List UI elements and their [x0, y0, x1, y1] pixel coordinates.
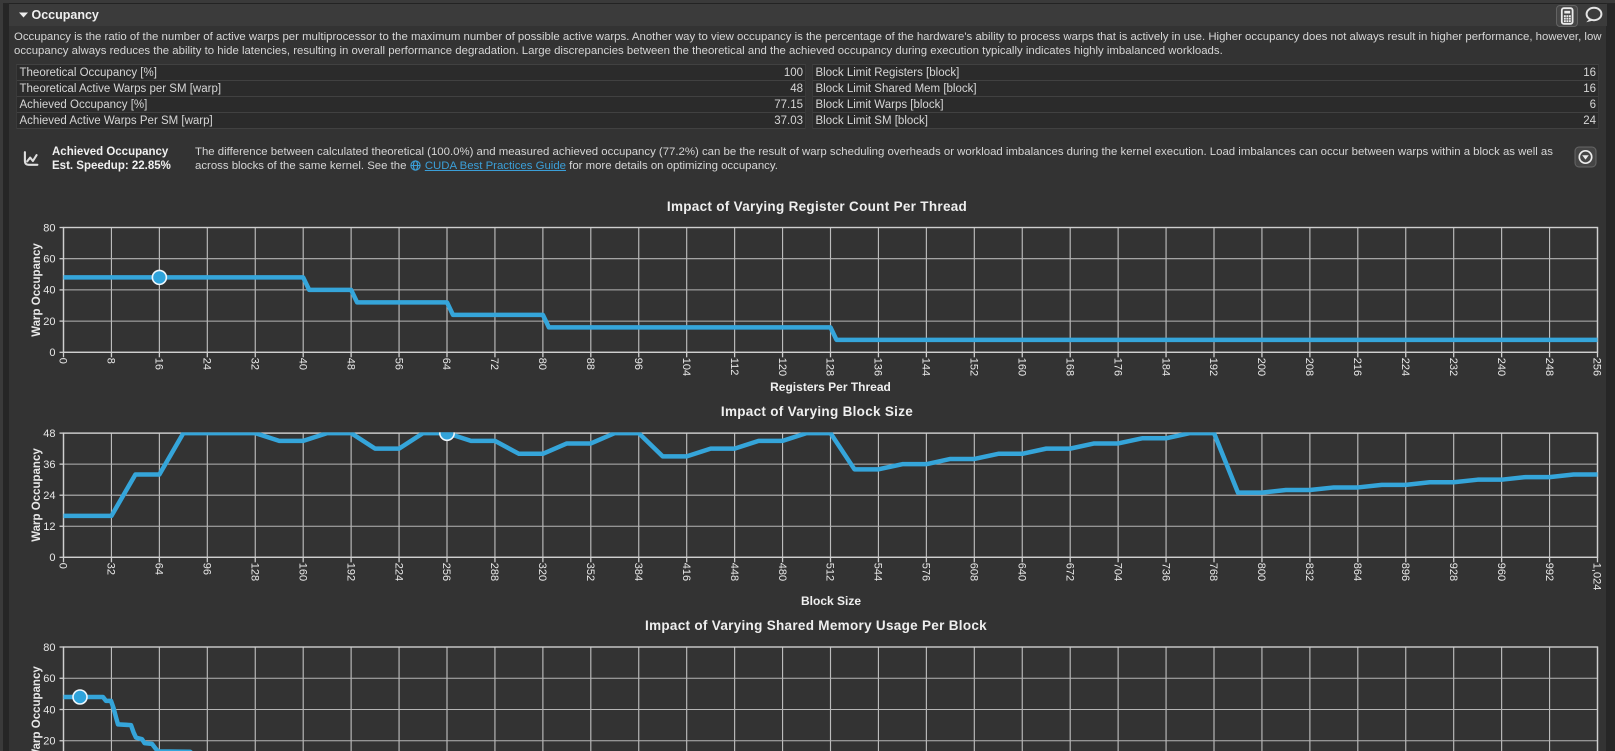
svg-text:40: 40 [43, 285, 55, 297]
svg-text:64: 64 [440, 358, 452, 370]
svg-text:352: 352 [584, 563, 596, 581]
svg-text:Impact of Varying Shared Memor: Impact of Varying Shared Memory Usage Pe… [645, 618, 987, 633]
svg-text:672: 672 [1063, 563, 1075, 581]
svg-text:112: 112 [728, 358, 740, 376]
svg-text:12: 12 [43, 521, 55, 533]
svg-text:480: 480 [776, 563, 788, 581]
svg-text:960: 960 [1495, 563, 1507, 581]
svg-text:0: 0 [57, 358, 69, 364]
svg-text:256: 256 [440, 563, 452, 581]
svg-text:184: 184 [1159, 358, 1171, 376]
svg-text:160: 160 [296, 563, 308, 581]
svg-text:Impact of Varying Register Cou: Impact of Varying Register Count Per Thr… [667, 199, 967, 214]
svg-text:168: 168 [1063, 358, 1075, 376]
svg-text:384: 384 [632, 563, 644, 581]
svg-text:800: 800 [1255, 563, 1267, 581]
svg-text:24: 24 [201, 358, 213, 370]
svg-text:248: 248 [1543, 358, 1555, 376]
svg-text:144: 144 [920, 358, 932, 376]
svg-text:136: 136 [872, 358, 884, 376]
svg-text:80: 80 [536, 358, 548, 370]
svg-text:48: 48 [344, 358, 356, 370]
svg-text:Warp Occupancy: Warp Occupancy [31, 243, 43, 337]
svg-text:40: 40 [43, 704, 55, 716]
svg-text:80: 80 [43, 222, 55, 234]
svg-text:512: 512 [824, 563, 836, 581]
svg-text:1,024: 1,024 [1591, 563, 1603, 591]
svg-text:56: 56 [392, 358, 404, 370]
svg-text:88: 88 [584, 358, 596, 370]
svg-text:896: 896 [1399, 563, 1411, 581]
svg-text:216: 216 [1351, 358, 1363, 376]
svg-text:60: 60 [43, 673, 55, 685]
svg-text:60: 60 [43, 254, 55, 266]
svg-text:32: 32 [248, 358, 260, 370]
svg-text:192: 192 [1207, 358, 1219, 376]
svg-text:Registers Per Thread: Registers Per Thread [770, 380, 891, 394]
svg-text:928: 928 [1447, 563, 1459, 581]
svg-text:608: 608 [968, 563, 980, 581]
svg-text:8: 8 [105, 358, 117, 364]
svg-text:704: 704 [1111, 563, 1123, 581]
svg-text:Block Size: Block Size [801, 594, 861, 608]
svg-text:224: 224 [1399, 358, 1411, 376]
svg-text:128: 128 [248, 563, 260, 581]
svg-text:832: 832 [1303, 563, 1315, 581]
svg-text:240: 240 [1495, 358, 1507, 376]
svg-text:736: 736 [1159, 563, 1171, 581]
svg-text:72: 72 [488, 358, 500, 370]
svg-text:864: 864 [1351, 563, 1363, 581]
svg-text:104: 104 [680, 358, 692, 376]
svg-text:128: 128 [824, 358, 836, 376]
svg-text:64: 64 [153, 563, 165, 575]
svg-text:120: 120 [776, 358, 788, 376]
svg-text:0: 0 [49, 347, 55, 359]
svg-text:32: 32 [105, 563, 117, 575]
svg-text:160: 160 [1015, 358, 1027, 376]
svg-text:224: 224 [392, 563, 404, 581]
svg-text:Impact of Varying Block Size: Impact of Varying Block Size [721, 404, 913, 419]
svg-text:192: 192 [344, 563, 356, 581]
svg-text:0: 0 [57, 563, 69, 569]
svg-text:96: 96 [201, 563, 213, 575]
svg-text:16: 16 [153, 358, 165, 370]
svg-text:24: 24 [43, 490, 55, 502]
svg-text:80: 80 [43, 642, 55, 654]
svg-text:256: 256 [1591, 358, 1603, 376]
svg-text:208: 208 [1303, 358, 1315, 376]
svg-text:544: 544 [872, 563, 884, 581]
svg-text:36: 36 [43, 459, 55, 471]
svg-text:640: 640 [1015, 563, 1027, 581]
svg-text:416: 416 [680, 563, 692, 581]
svg-text:96: 96 [632, 358, 644, 370]
svg-text:Warp Occupancy: Warp Occupancy [31, 666, 43, 751]
svg-text:200: 200 [1255, 358, 1267, 376]
svg-text:20: 20 [43, 736, 55, 748]
svg-text:176: 176 [1111, 358, 1123, 376]
svg-text:992: 992 [1543, 563, 1555, 581]
svg-text:448: 448 [728, 563, 740, 581]
svg-text:768: 768 [1207, 563, 1219, 581]
svg-text:48: 48 [43, 428, 55, 440]
svg-text:20: 20 [43, 316, 55, 328]
svg-text:320: 320 [536, 563, 548, 581]
svg-text:40: 40 [296, 358, 308, 370]
svg-text:288: 288 [488, 563, 500, 581]
svg-text:Warp Occupancy: Warp Occupancy [31, 448, 43, 542]
svg-text:152: 152 [968, 358, 980, 376]
svg-text:0: 0 [49, 552, 55, 564]
svg-text:232: 232 [1447, 358, 1459, 376]
svg-text:576: 576 [920, 563, 932, 581]
